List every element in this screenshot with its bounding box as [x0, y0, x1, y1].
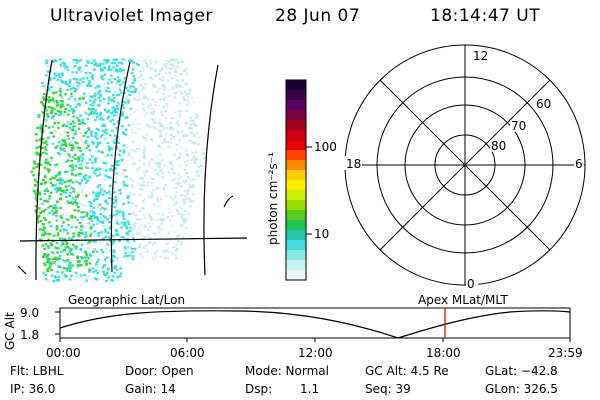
- ip-status: IP: 36.0: [10, 382, 56, 396]
- x-tick-1200: 12:00: [298, 346, 333, 360]
- colorbar-unit-label: photon cm⁻²s⁻¹: [266, 152, 280, 245]
- geo-latitude-status: GLat: −42.8: [485, 364, 558, 378]
- altitude-timeline: Geographic Lat/Lon Apex MLat/MLT 9.0 1.8…: [3, 293, 583, 360]
- filter-status: Flt: LBHL: [10, 364, 64, 378]
- mlt-label-18: 18: [346, 157, 361, 171]
- geo-longitude-status: GLon: 326.5: [485, 382, 558, 396]
- mlt-label-12: 12: [473, 49, 488, 63]
- polar-grid: [344, 44, 586, 286]
- colorbar-tick-10: 10: [314, 227, 329, 241]
- geo-latitude-line: [19, 237, 248, 242]
- x-tick-0600: 06:00: [170, 346, 205, 360]
- mlt-label-6: 6: [575, 157, 583, 171]
- colorbar: 100 10 photon cm⁻²s⁻¹: [266, 79, 337, 281]
- coastline-fragment: [223, 195, 234, 208]
- dsp-value: 1.1: [300, 382, 320, 396]
- altitude-curve: [59, 310, 571, 339]
- gc-altitude-status: GC Alt: 4.5 Re: [365, 364, 449, 378]
- dsp-label: Dsp:: [245, 382, 273, 396]
- door-status: Door: Open: [125, 364, 194, 378]
- timeline-right-label: Apex MLat/MLT: [418, 293, 508, 307]
- lat-label-60: 60: [536, 97, 551, 111]
- instrument-title: Ultraviolet Imager: [50, 6, 213, 26]
- sequence-status: Seq: 39: [365, 382, 411, 396]
- gain-status: Gain: 14: [125, 382, 176, 396]
- date-label: 28 Jun 07: [275, 6, 361, 26]
- x-tick-0000: 00:00: [46, 346, 81, 360]
- y-tick-1-8: 1.8: [20, 328, 39, 342]
- mode-status: Mode: Normal: [245, 364, 329, 378]
- lat-label-80: 80: [491, 139, 506, 153]
- colorbar-tick-100: 100: [314, 140, 337, 154]
- colorbar-gradient: [286, 80, 306, 281]
- y-tick-9: 9.0: [20, 306, 39, 320]
- x-tick-1800: 18:00: [426, 346, 461, 360]
- timeline-axis-title: GC Alt: [3, 312, 17, 350]
- timeline-left-label: Geographic Lat/Lon: [68, 293, 185, 307]
- mlt-label-0: 0: [467, 277, 475, 291]
- time-label: 18:14:47 UT: [430, 6, 541, 26]
- auroral-image: [17, 58, 248, 283]
- geo-meridian-line: [35, 59, 53, 281]
- auroral-emission: [30, 58, 206, 283]
- x-tick-2359: 23:59: [548, 346, 583, 360]
- geo-meridian-line: [203, 64, 219, 276]
- lat-label-70: 70: [511, 119, 526, 133]
- geo-meridian-line: [110, 61, 131, 273]
- coastline-fragment: [17, 265, 27, 275]
